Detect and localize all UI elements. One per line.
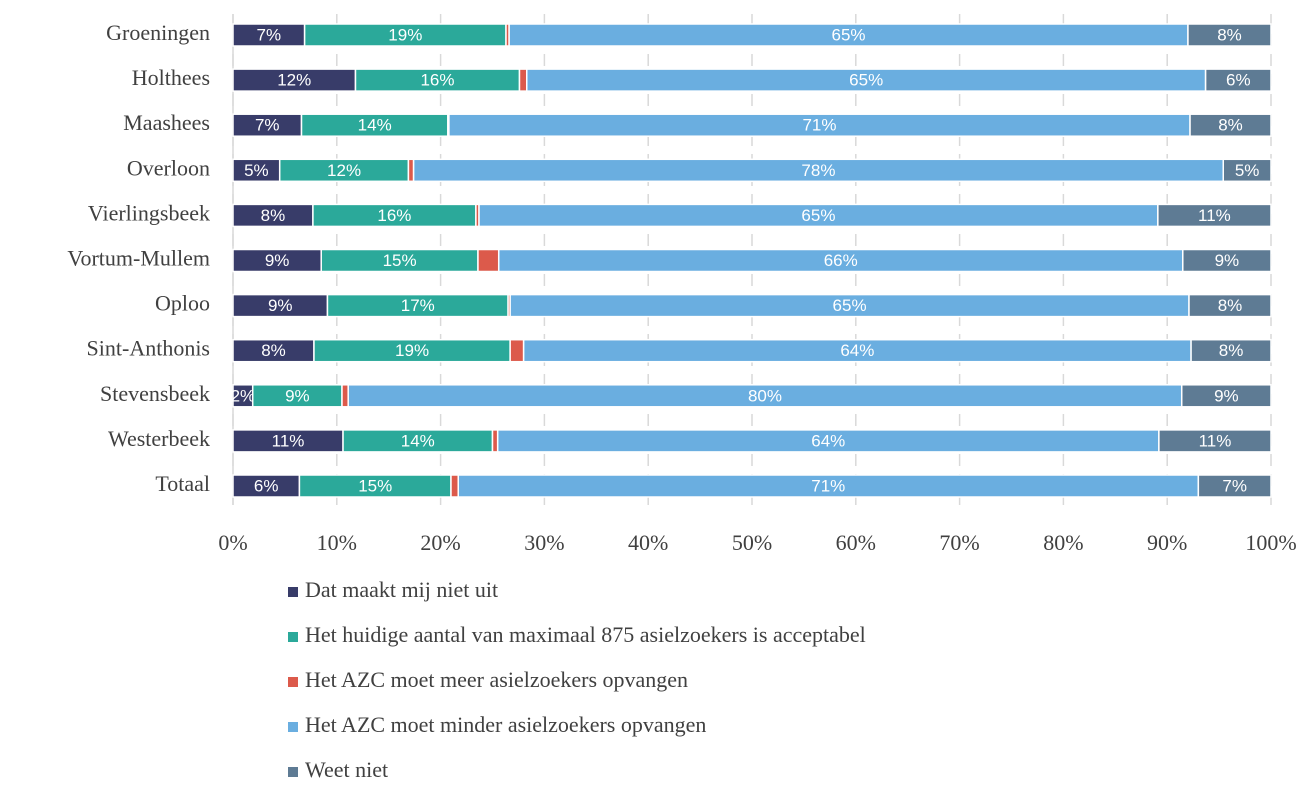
data-label: 19% [388, 25, 422, 44]
data-label: 16% [377, 206, 411, 225]
x-tick-label: 100% [1245, 530, 1296, 555]
data-label: 12% [327, 161, 361, 180]
bar-segment [1157, 203, 1272, 228]
legend-swatch [288, 677, 298, 687]
bar-segment [1158, 429, 1272, 453]
legend-swatch [288, 632, 298, 642]
data-label: 8% [1217, 25, 1242, 44]
bar-segment [491, 429, 499, 453]
data-label: 11% [1199, 431, 1232, 450]
legend-label: Dat maakt mij niet uit [305, 577, 498, 602]
legend-swatch [288, 767, 298, 777]
bar-segment [450, 474, 459, 498]
bar-segment [1222, 158, 1272, 183]
data-label: 14% [401, 431, 435, 450]
legend-label: Het AZC moet minder asielzoekers opvange… [305, 712, 706, 737]
bar-segment [1197, 474, 1272, 498]
bar-segment [1189, 113, 1272, 137]
x-tick-label: 10% [317, 530, 357, 555]
data-label: 15% [383, 251, 417, 270]
data-label: 9% [268, 296, 293, 315]
y-tick-label: Vortum-Mullem [67, 246, 210, 271]
data-label: 7% [257, 25, 282, 44]
data-label: 2% [231, 386, 256, 405]
bar-segment [509, 338, 525, 363]
legend-label: Het AZC moet meer asielzoekers opvangen [305, 667, 688, 692]
data-label: 8% [1218, 296, 1243, 315]
data-label: 65% [832, 25, 866, 44]
y-tick-label: Westerbeek [108, 426, 210, 451]
data-label: 71% [802, 116, 836, 135]
data-label: 65% [833, 296, 867, 315]
data-label: 66% [824, 251, 858, 270]
bar-segment [1180, 384, 1272, 408]
data-label: 9% [1215, 251, 1240, 270]
data-label: 65% [849, 71, 883, 90]
x-tick-label: 70% [939, 530, 979, 555]
bar-segment [1187, 23, 1272, 47]
y-tick-label: Groeningen [106, 20, 210, 45]
data-label: 80% [748, 386, 782, 405]
data-label: 8% [1219, 341, 1244, 360]
bar-segment [477, 248, 500, 273]
data-label: 65% [801, 206, 835, 225]
y-tick-label: Sint-Anthonis [87, 336, 210, 361]
data-label: 6% [254, 476, 279, 495]
legend-label: Weet niet [305, 757, 388, 782]
data-label: 71% [811, 476, 845, 495]
data-label: 6% [1226, 71, 1251, 90]
y-tick-label: Oploo [155, 291, 210, 316]
legend-swatch [288, 587, 298, 597]
y-tick-label: Holthees [132, 65, 210, 90]
data-label: 7% [1222, 476, 1247, 495]
bar-segment [1182, 248, 1272, 273]
data-label: 12% [277, 71, 311, 90]
x-tick-label: 40% [628, 530, 668, 555]
x-tick-label: 80% [1043, 530, 1083, 555]
data-label: 9% [1214, 386, 1239, 405]
data-label: 7% [255, 116, 280, 135]
y-tick-label: Vierlingsbeek [88, 200, 210, 225]
data-label: 16% [420, 71, 454, 90]
data-label: 5% [244, 161, 269, 180]
y-tick-label: Stevensbeek [100, 381, 210, 406]
bar-segment [1204, 68, 1272, 92]
legend-swatch [288, 722, 298, 732]
x-tick-label: 90% [1147, 530, 1187, 555]
bar-segment [407, 158, 415, 183]
bar-segment [1188, 293, 1272, 318]
data-label: 11% [1198, 206, 1231, 225]
y-tick-label: Totaal [155, 471, 210, 496]
x-tick-label: 50% [732, 530, 772, 555]
data-label: 9% [285, 386, 310, 405]
data-label: 9% [265, 251, 290, 270]
data-label: 64% [840, 341, 874, 360]
bar-segment [518, 68, 528, 92]
y-tick-label: Maashees [123, 110, 210, 135]
legend-label: Het huidige aantal van maximaal 875 asie… [305, 622, 866, 647]
data-label: 19% [395, 341, 429, 360]
y-tick-label: Overloon [127, 155, 210, 180]
x-tick-label: 20% [420, 530, 460, 555]
data-label: 8% [1218, 116, 1243, 135]
data-label: 15% [358, 476, 392, 495]
x-tick-label: 0% [218, 530, 247, 555]
bar-segment [341, 384, 349, 408]
data-label: 5% [1235, 161, 1260, 180]
data-label: 78% [801, 161, 835, 180]
data-label: 17% [401, 296, 435, 315]
data-label: 8% [261, 206, 286, 225]
data-label: 11% [272, 431, 305, 450]
x-tick-label: 60% [836, 530, 876, 555]
x-tick-label: 30% [524, 530, 564, 555]
bar-segment [1190, 338, 1272, 363]
data-label: 64% [811, 431, 845, 450]
data-label: 14% [358, 116, 392, 135]
data-label: 8% [261, 341, 286, 360]
